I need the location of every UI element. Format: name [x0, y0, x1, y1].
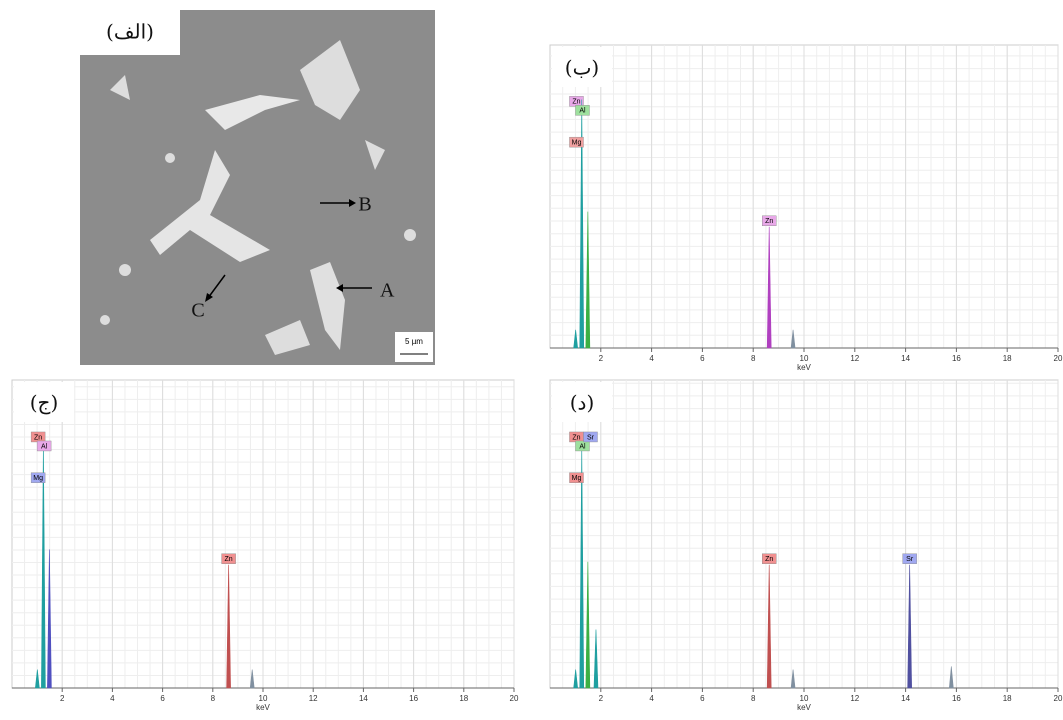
- peak-label-bg: [575, 105, 590, 116]
- scale-label: 5 µm: [405, 337, 423, 346]
- peak: [35, 669, 40, 689]
- x-tick-label: 6: [160, 694, 165, 703]
- peak: [790, 669, 796, 689]
- peak: [766, 226, 772, 349]
- x-tick-label: 20: [1054, 354, 1063, 363]
- peak-label: Al: [579, 108, 586, 115]
- peak: [41, 441, 46, 689]
- peak: [948, 666, 954, 689]
- x-tick-label: 20: [1054, 694, 1063, 703]
- peak: [573, 329, 578, 349]
- x-tick-label: 6: [700, 694, 705, 703]
- peak-label: Al: [579, 443, 586, 450]
- peak-label-bg: [569, 472, 584, 483]
- sem-image: (الف) A B C 5 µm: [80, 10, 435, 365]
- x-tick-label: 16: [952, 354, 961, 363]
- x-tick-label: 18: [1003, 694, 1012, 703]
- peak: [579, 444, 585, 689]
- x-tick-label: 4: [649, 354, 654, 363]
- x-tick-label: 18: [459, 694, 468, 703]
- x-tick-label: 6: [700, 354, 705, 363]
- peak: [249, 669, 255, 689]
- peak-label: Mg: [33, 475, 43, 482]
- x-tick-label: 4: [110, 694, 115, 703]
- peak-label: Zn: [34, 434, 42, 441]
- x-tick-label: 14: [359, 694, 368, 703]
- x-tick-label: 8: [751, 694, 756, 703]
- x-tick-label: 8: [751, 354, 756, 363]
- x-tick-label: 16: [952, 694, 961, 703]
- x-tick-label: 4: [649, 694, 654, 703]
- peak: [573, 669, 578, 689]
- peak: [790, 329, 796, 349]
- marker-label: A: [380, 280, 395, 302]
- panel-label-bg: [552, 47, 612, 87]
- panel-label: (ج): [30, 391, 59, 415]
- peak-label: Zn: [765, 218, 773, 225]
- peak-label-bg: [762, 553, 777, 564]
- marker-label: C: [191, 300, 204, 322]
- peak-label: Sr: [587, 434, 595, 441]
- peak-label: Mg: [572, 140, 582, 147]
- x-tick-label: 8: [211, 694, 216, 703]
- marker-label: B: [358, 194, 371, 216]
- peak-label: Zn: [765, 556, 773, 563]
- x-tick-label: 14: [901, 354, 910, 363]
- peak-label: Zn: [225, 556, 233, 563]
- x-tick-label: 14: [901, 694, 910, 703]
- peak-label: Sr: [906, 556, 914, 563]
- x-tick-label: 2: [60, 694, 65, 703]
- peak-label-bg: [36, 440, 52, 452]
- x-tick-label: 18: [1003, 354, 1012, 363]
- peak: [579, 99, 585, 349]
- x-tick-label: 10: [259, 694, 268, 703]
- peak-label-bg: [221, 553, 236, 564]
- peak-label-bg: [902, 553, 917, 564]
- x-tick-label: 16: [409, 694, 418, 703]
- x-tick-label: 12: [850, 354, 859, 363]
- peak-label: Al: [41, 443, 48, 450]
- x-tick-label: 2: [599, 354, 604, 363]
- peak: [907, 564, 912, 689]
- peak-label: Zn: [572, 434, 580, 441]
- peak-label-bg: [762, 215, 777, 227]
- panel-label-bg: [552, 382, 612, 422]
- x-tick-label: 12: [850, 694, 859, 703]
- peak: [593, 629, 599, 689]
- peak: [226, 564, 231, 689]
- panel-label: (ب): [565, 56, 599, 80]
- peak-label-bg: [569, 136, 584, 148]
- x-axis-label: keV: [797, 363, 811, 372]
- x-tick-label: 20: [510, 694, 519, 703]
- peak-label: Zn: [572, 99, 580, 106]
- peak-label: Mg: [572, 475, 582, 482]
- peak: [766, 564, 772, 689]
- x-tick-label: 2: [599, 694, 604, 703]
- x-axis-label: keV: [256, 703, 270, 712]
- x-tick-label: 10: [800, 354, 809, 363]
- peak-label-bg: [30, 472, 46, 483]
- peak: [585, 211, 591, 349]
- panel-label: (د): [570, 391, 595, 415]
- x-tick-label: 12: [309, 694, 318, 703]
- panel-label-bg: [14, 382, 74, 422]
- peak-label-bg: [575, 440, 590, 452]
- panel-label: (الف): [106, 20, 154, 44]
- peak: [585, 561, 591, 689]
- peak-label-bg: [583, 431, 598, 443]
- x-tick-label: 10: [800, 694, 809, 703]
- x-axis-label: keV: [797, 703, 811, 712]
- peak: [47, 549, 52, 689]
